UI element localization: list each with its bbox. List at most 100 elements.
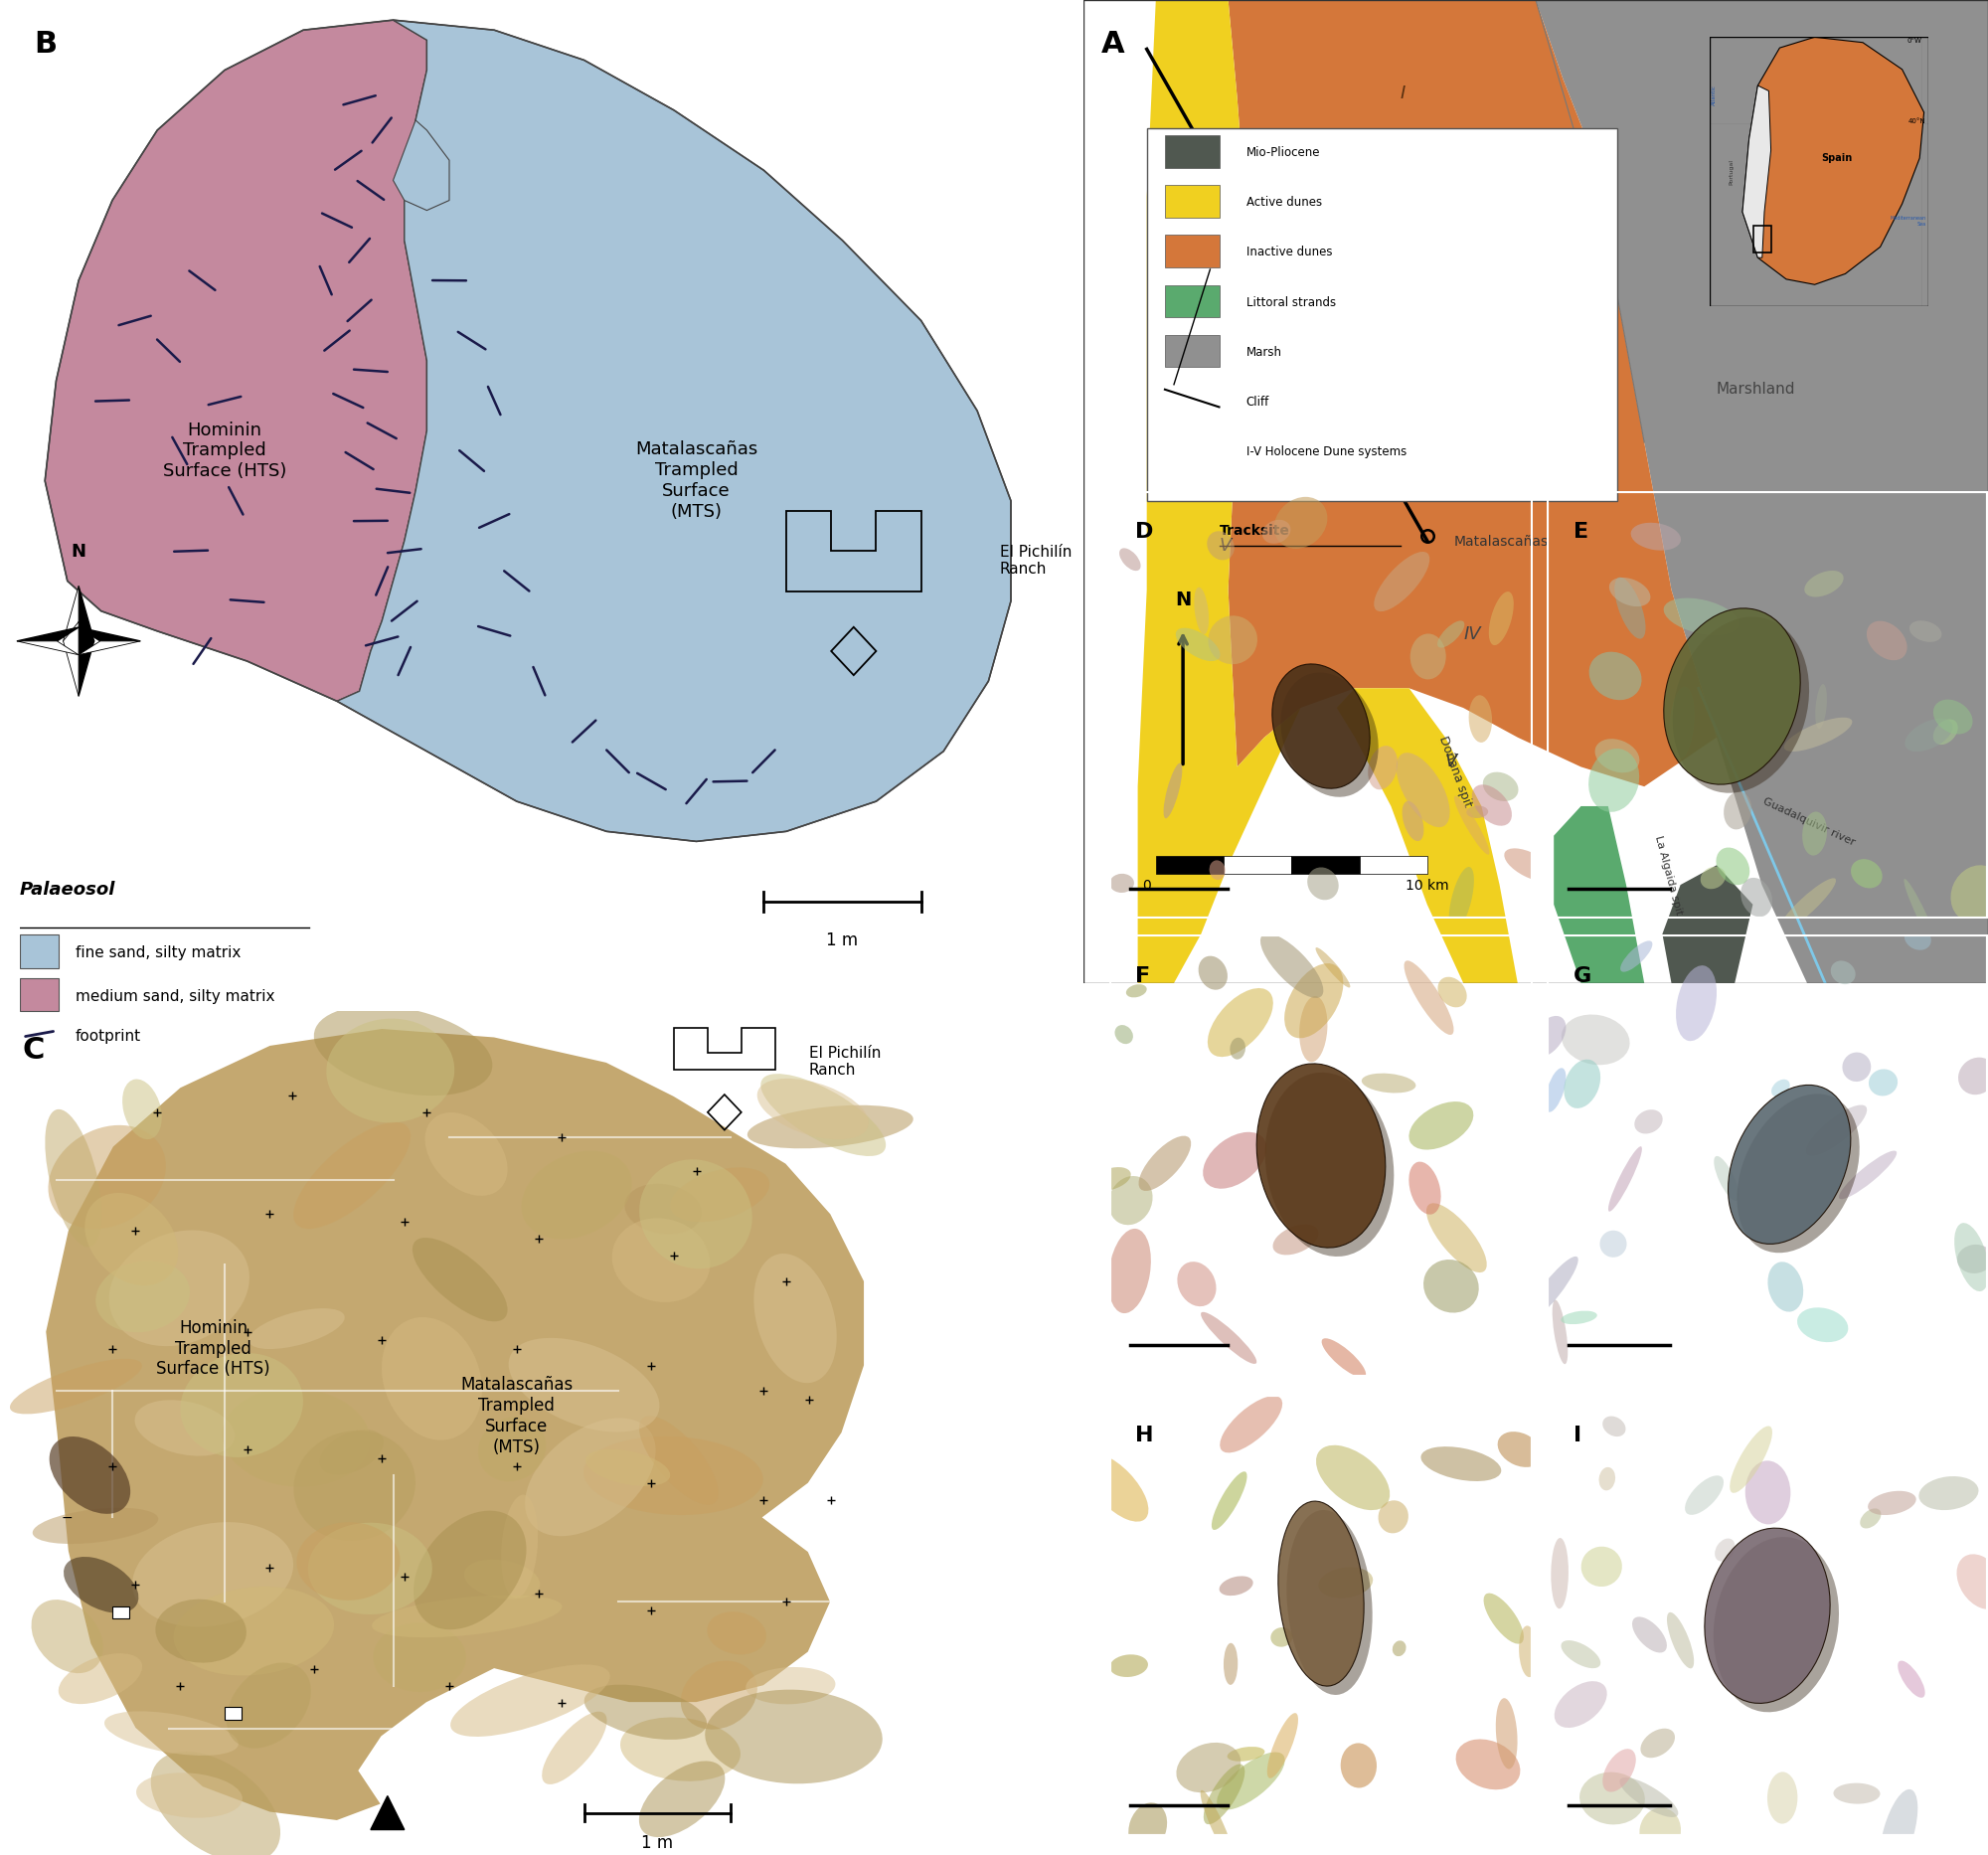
Text: C: C <box>22 1037 44 1065</box>
Ellipse shape <box>1634 1109 1662 1133</box>
Polygon shape <box>80 586 93 660</box>
Ellipse shape <box>227 1662 310 1747</box>
Text: Inactive dunes: Inactive dunes <box>1246 247 1332 260</box>
Ellipse shape <box>1771 1080 1789 1096</box>
Ellipse shape <box>1905 928 1930 950</box>
Ellipse shape <box>372 1595 563 1638</box>
FancyBboxPatch shape <box>1165 334 1219 367</box>
Ellipse shape <box>586 1449 670 1486</box>
FancyBboxPatch shape <box>20 978 60 1011</box>
Ellipse shape <box>1783 718 1853 751</box>
Ellipse shape <box>1839 1150 1897 1198</box>
Text: N: N <box>72 544 85 560</box>
FancyBboxPatch shape <box>1165 186 1219 217</box>
Ellipse shape <box>1260 933 1324 998</box>
Ellipse shape <box>1378 1501 1408 1534</box>
Ellipse shape <box>1231 1037 1244 1059</box>
Ellipse shape <box>1274 497 1328 549</box>
Ellipse shape <box>1266 1712 1298 1779</box>
Text: Cliff: Cliff <box>1246 395 1270 408</box>
Ellipse shape <box>1672 616 1809 794</box>
Ellipse shape <box>1630 523 1682 551</box>
Ellipse shape <box>1716 848 1749 885</box>
Ellipse shape <box>1125 985 1147 998</box>
Ellipse shape <box>1423 1260 1479 1313</box>
Ellipse shape <box>1918 1477 1978 1510</box>
Ellipse shape <box>1223 1644 1239 1684</box>
Ellipse shape <box>1745 1460 1791 1525</box>
Ellipse shape <box>1177 1261 1217 1306</box>
Ellipse shape <box>757 1078 869 1139</box>
Ellipse shape <box>1640 1807 1682 1855</box>
Ellipse shape <box>1453 796 1489 855</box>
Text: Mio-Pliocene: Mio-Pliocene <box>1246 147 1320 160</box>
Text: Hominin
Trampled
Surface (HTS): Hominin Trampled Surface (HTS) <box>163 421 286 480</box>
Ellipse shape <box>1217 1753 1284 1810</box>
Polygon shape <box>1137 0 1300 983</box>
Ellipse shape <box>1264 1072 1394 1256</box>
Ellipse shape <box>1374 551 1429 612</box>
Text: El Pichilín
Ranch: El Pichilín Ranch <box>809 1046 881 1078</box>
Text: Matalascañas: Matalascañas <box>1455 534 1549 549</box>
Ellipse shape <box>314 1005 493 1096</box>
Ellipse shape <box>1495 1697 1517 1770</box>
Ellipse shape <box>1362 1074 1415 1093</box>
Ellipse shape <box>1932 699 1972 735</box>
Ellipse shape <box>746 1668 835 1705</box>
Text: El Pichilín
Ranch: El Pichilín Ranch <box>1000 545 1072 577</box>
Polygon shape <box>1535 0 1988 983</box>
Ellipse shape <box>1483 1593 1523 1644</box>
Polygon shape <box>338 20 1012 842</box>
Bar <box>1360 857 1427 874</box>
Ellipse shape <box>1322 1337 1366 1378</box>
Ellipse shape <box>521 1150 632 1239</box>
Ellipse shape <box>1602 1749 1636 1792</box>
Ellipse shape <box>1833 1783 1881 1803</box>
Ellipse shape <box>1300 996 1328 1063</box>
Text: Spain: Spain <box>1821 154 1853 163</box>
Text: Portugal: Portugal <box>1730 160 1734 184</box>
Ellipse shape <box>1284 963 1344 1039</box>
Text: fine sand, silty matrix: fine sand, silty matrix <box>76 946 241 961</box>
Ellipse shape <box>1286 1510 1372 1695</box>
Ellipse shape <box>32 1508 159 1543</box>
Ellipse shape <box>1553 1300 1569 1363</box>
Text: Mediterranean
Sea: Mediterranean Sea <box>1891 215 1926 226</box>
Ellipse shape <box>1207 531 1235 560</box>
Text: I: I <box>1400 83 1406 102</box>
Polygon shape <box>16 642 80 655</box>
Text: Marshland: Marshland <box>1718 382 1795 397</box>
Ellipse shape <box>64 1556 139 1614</box>
Polygon shape <box>64 586 80 660</box>
Ellipse shape <box>1905 879 1938 950</box>
Ellipse shape <box>1201 1790 1235 1855</box>
Ellipse shape <box>32 1599 103 1673</box>
Ellipse shape <box>640 1159 751 1269</box>
Ellipse shape <box>451 1664 610 1736</box>
Text: El Asperillo cliff: El Asperillo cliff <box>1193 223 1256 308</box>
Ellipse shape <box>1640 1729 1676 1759</box>
Ellipse shape <box>761 1074 887 1156</box>
Ellipse shape <box>1211 1471 1246 1530</box>
Ellipse shape <box>1905 718 1952 751</box>
Ellipse shape <box>1199 955 1227 991</box>
Ellipse shape <box>1195 588 1209 634</box>
Ellipse shape <box>46 1109 101 1247</box>
Ellipse shape <box>1203 1132 1266 1189</box>
Ellipse shape <box>1881 1790 1918 1855</box>
Ellipse shape <box>1221 1395 1282 1452</box>
Ellipse shape <box>1956 1554 1988 1610</box>
Text: Hominin
Trampled
Surface (HTS): Hominin Trampled Surface (HTS) <box>157 1319 270 1378</box>
Ellipse shape <box>1741 877 1773 916</box>
Ellipse shape <box>1704 1529 1831 1703</box>
Ellipse shape <box>1449 866 1473 931</box>
Ellipse shape <box>1932 720 1958 744</box>
Ellipse shape <box>1716 1538 1736 1562</box>
Ellipse shape <box>584 1436 763 1516</box>
Ellipse shape <box>1664 597 1740 634</box>
Ellipse shape <box>173 1586 334 1675</box>
Ellipse shape <box>1805 571 1843 597</box>
Ellipse shape <box>1767 1772 1797 1823</box>
Ellipse shape <box>1455 1740 1521 1790</box>
FancyBboxPatch shape <box>1165 135 1219 167</box>
